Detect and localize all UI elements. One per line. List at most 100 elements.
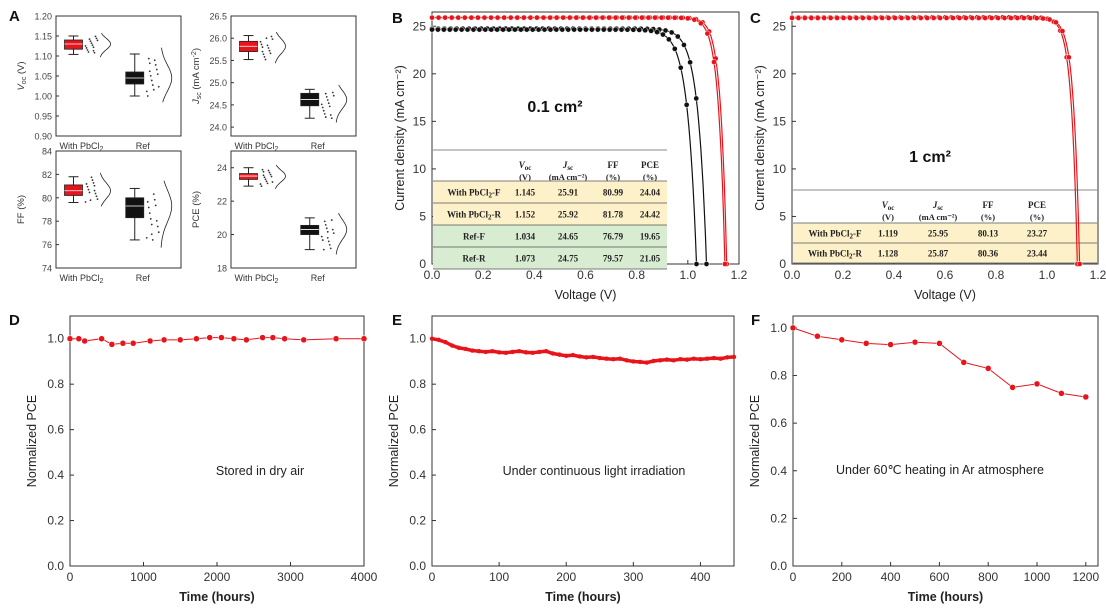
data-point: [262, 53, 265, 56]
table-cell: 24.65: [558, 232, 579, 242]
data-point: [146, 200, 149, 203]
stability-marker: [814, 332, 821, 340]
jv-marker: [482, 26, 489, 33]
y-tick-label: 0.8: [409, 377, 426, 391]
table-header-unit: (%): [981, 212, 995, 222]
y-axis-label: Current density (mA cm⁻²): [393, 65, 407, 211]
jv-marker: [645, 14, 652, 21]
data-point: [96, 39, 99, 42]
jv-marker: [476, 26, 483, 33]
stability-marker: [483, 349, 488, 355]
data-point: [147, 57, 150, 60]
data-point: [91, 179, 94, 181]
jv-marker: [969, 15, 976, 21]
y-axis-label: Normalized PCE: [748, 395, 762, 487]
y-axis-label: Voc (V): [16, 61, 28, 90]
data-point: [321, 239, 324, 241]
y-tick-label: 0.8: [47, 377, 64, 391]
table-cell: 1.034: [515, 232, 536, 242]
data-point: [157, 85, 160, 88]
x-tick-label: 400: [881, 570, 901, 584]
data-point: [149, 74, 152, 77]
table-header-name: FF: [983, 200, 994, 210]
stability-marker: [490, 349, 495, 354]
data-point: [154, 204, 157, 207]
jv-marker: [481, 14, 488, 21]
jv-marker: [662, 27, 669, 34]
data-point: [328, 105, 331, 108]
jv-marker: [586, 14, 593, 21]
jv-marker: [488, 26, 495, 33]
jv-marker: [988, 15, 995, 21]
stability-marker: [129, 340, 137, 347]
jv-marker: [488, 14, 494, 21]
jv-marker: [553, 14, 560, 21]
jv-marker: [885, 15, 892, 21]
jv-marker: [975, 15, 982, 21]
jv-marker: [668, 29, 675, 36]
data-point: [324, 223, 327, 226]
data-point: [320, 103, 323, 106]
data-point: [324, 116, 327, 118]
label-part: oc: [888, 204, 895, 212]
chart-title: 1 cm²: [909, 149, 951, 166]
jv-marker: [671, 14, 678, 21]
box-body: [125, 197, 145, 219]
stability-marker: [259, 334, 266, 341]
table-cell: 79.57: [603, 254, 624, 264]
annotation: Under continuous light irradiation: [503, 464, 686, 478]
label-part: -R: [853, 249, 863, 259]
data-point: [92, 46, 95, 49]
table-row: [433, 225, 667, 247]
data-point: [152, 88, 155, 91]
data-point: [327, 240, 330, 243]
stability-marker: [597, 355, 602, 361]
jv-marker: [624, 26, 631, 33]
x-tick-label: 0.6: [577, 268, 594, 282]
label-part: ): [191, 48, 202, 51]
table-cell: 1.073: [515, 254, 536, 264]
table-row: [793, 243, 1097, 263]
data-point: [155, 68, 158, 71]
data-point: [149, 217, 152, 220]
data-point: [262, 170, 265, 173]
data-point: [265, 180, 268, 183]
table-header-name: Voc: [519, 160, 532, 172]
jv-marker: [892, 15, 898, 21]
y-tick-label: 10: [413, 162, 427, 176]
label-part: -R: [492, 210, 502, 220]
y-tick-label: 0: [419, 257, 426, 271]
jv-marker: [594, 26, 601, 33]
stability-marker: [456, 345, 462, 351]
stability-marker: [657, 358, 663, 363]
stability-marker: [887, 341, 894, 348]
x-axis-label: Time (hours): [545, 590, 620, 604]
jv-marker: [674, 33, 681, 40]
data-point: [267, 169, 270, 172]
x-tick-label: 0: [67, 570, 74, 584]
x-tick-label: 0.4: [526, 268, 543, 282]
x-category-label: With PbCl2: [235, 141, 279, 153]
y-tick-label: 1.0: [770, 321, 787, 335]
data-point: [87, 188, 90, 191]
data-point: [326, 99, 329, 101]
table-cell: 80.99: [603, 188, 624, 198]
y-tick-label: 1.00: [34, 92, 52, 102]
stability-marker: [543, 349, 549, 354]
y-tick-label: 20: [217, 230, 227, 240]
stability-marker: [557, 352, 562, 357]
stability-plot-frame: [69, 315, 365, 567]
stability-marker: [789, 324, 797, 332]
table-cell: 23.44: [1027, 249, 1048, 259]
data-point: [89, 199, 92, 202]
label-part: 2: [100, 278, 104, 285]
jv-marker: [642, 27, 649, 34]
jv-marker: [917, 15, 924, 21]
x-category-label: With PbCl2: [60, 273, 104, 285]
x-tick-label: 200: [556, 570, 576, 584]
stability-marker: [570, 352, 576, 358]
data-point: [93, 189, 96, 192]
jv-marker: [589, 26, 595, 33]
y-tick-label: 20: [773, 67, 787, 81]
y-tick-label: 10: [773, 162, 787, 176]
